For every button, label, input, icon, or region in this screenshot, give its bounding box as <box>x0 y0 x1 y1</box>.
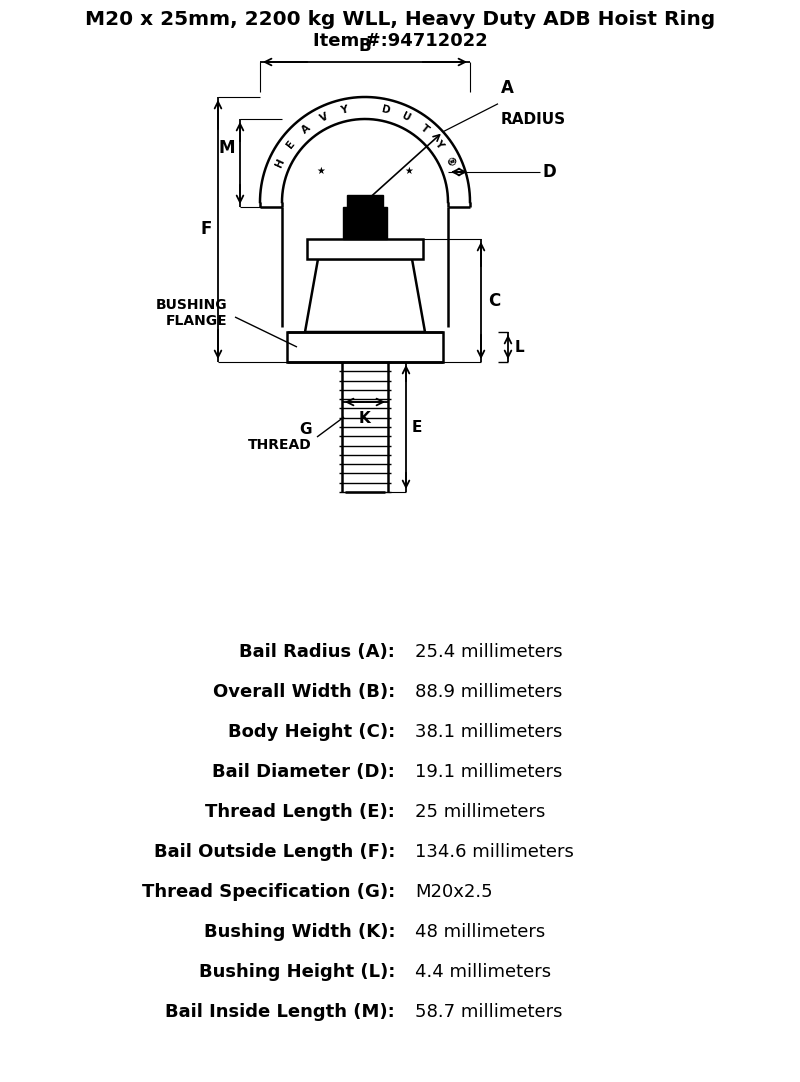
Text: 38.1 millimeters: 38.1 millimeters <box>415 723 562 741</box>
Text: M: M <box>218 138 235 157</box>
Text: L: L <box>515 340 525 355</box>
Text: M20x2.5: M20x2.5 <box>415 883 493 901</box>
Text: Y: Y <box>433 138 446 150</box>
Text: ®: ® <box>443 156 457 169</box>
Text: Bail Inside Length (M):: Bail Inside Length (M): <box>166 1003 395 1021</box>
Text: Thread Specification (G):: Thread Specification (G): <box>142 883 395 901</box>
Text: T: T <box>418 122 430 135</box>
Polygon shape <box>347 195 383 207</box>
Text: 58.7 millimeters: 58.7 millimeters <box>415 1003 562 1021</box>
Text: 48 millimeters: 48 millimeters <box>415 923 546 941</box>
Text: FLANGE: FLANGE <box>166 314 227 328</box>
Text: U: U <box>400 111 412 123</box>
Text: RADIUS: RADIUS <box>501 111 566 127</box>
Text: V: V <box>318 111 330 123</box>
Text: F: F <box>201 221 212 238</box>
Polygon shape <box>287 332 443 362</box>
Text: Bail Diameter (D):: Bail Diameter (D): <box>212 763 395 781</box>
Text: A: A <box>501 79 514 96</box>
Polygon shape <box>343 207 387 239</box>
Text: H: H <box>274 156 286 169</box>
Text: 25.4 millimeters: 25.4 millimeters <box>415 643 562 661</box>
Text: D: D <box>381 105 391 116</box>
Text: K: K <box>359 411 371 426</box>
Text: ★: ★ <box>317 166 325 176</box>
Text: E: E <box>412 420 422 435</box>
Text: Item #:94712022: Item #:94712022 <box>313 32 487 50</box>
Text: 25 millimeters: 25 millimeters <box>415 803 546 821</box>
Text: E: E <box>285 138 297 150</box>
Text: A: A <box>299 122 312 135</box>
Text: Overall Width (B):: Overall Width (B): <box>213 683 395 701</box>
Text: G: G <box>299 422 312 436</box>
Text: Body Height (C):: Body Height (C): <box>228 723 395 741</box>
Text: Y: Y <box>339 105 349 116</box>
Text: Bail Radius (A):: Bail Radius (A): <box>239 643 395 661</box>
Text: ★: ★ <box>405 166 414 176</box>
Text: Thread Length (E):: Thread Length (E): <box>205 803 395 821</box>
Text: 134.6 millimeters: 134.6 millimeters <box>415 843 574 861</box>
Text: Bail Outside Length (F):: Bail Outside Length (F): <box>154 843 395 861</box>
Text: Bushing Width (K):: Bushing Width (K): <box>203 923 395 941</box>
Text: THREAD: THREAD <box>248 438 312 452</box>
Polygon shape <box>305 259 425 332</box>
Text: D: D <box>543 163 557 181</box>
Text: BUSHING: BUSHING <box>155 298 227 312</box>
Text: 88.9 millimeters: 88.9 millimeters <box>415 683 562 701</box>
Text: M20 x 25mm, 2200 kg WLL, Heavy Duty ADB Hoist Ring: M20 x 25mm, 2200 kg WLL, Heavy Duty ADB … <box>85 10 715 29</box>
Text: 4.4 millimeters: 4.4 millimeters <box>415 963 551 981</box>
Polygon shape <box>307 239 423 259</box>
Text: B: B <box>358 37 371 55</box>
Text: Bushing Height (L):: Bushing Height (L): <box>198 963 395 981</box>
Text: 19.1 millimeters: 19.1 millimeters <box>415 763 562 781</box>
Text: C: C <box>488 291 500 309</box>
